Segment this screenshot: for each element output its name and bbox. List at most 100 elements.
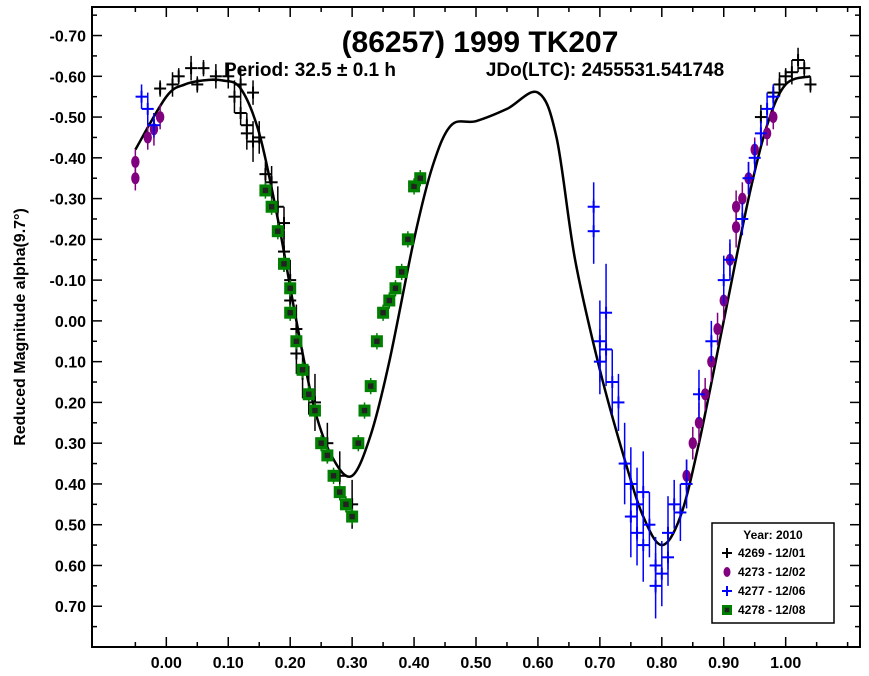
data-point	[779, 68, 792, 85]
data-point	[736, 202, 749, 236]
data-point	[700, 377, 710, 411]
data-point	[240, 112, 253, 138]
y-axis-label: Reduced Magnitude alpha(9.7°)	[12, 208, 29, 446]
data-point	[327, 467, 340, 484]
x-tick-label: 0.40	[398, 655, 429, 672]
data-point	[302, 386, 315, 403]
data-point	[131, 149, 140, 175]
y-tick-label: -0.10	[50, 273, 87, 290]
y-tick-label: 0.00	[55, 314, 86, 331]
chart-title: (86257) 1999 TK207	[342, 26, 619, 59]
data-point	[742, 161, 755, 195]
period-subtitle: Period: 32.5 ± 0.1 h	[224, 60, 396, 81]
data-point	[284, 304, 297, 321]
data-point	[147, 112, 160, 138]
data-point	[253, 121, 266, 154]
series-1	[131, 104, 778, 493]
data-point	[222, 64, 235, 89]
data-point	[587, 198, 600, 264]
axes: 0.00 0.10 0.20 0.30 0.40 0.50 0.60 0.70 0.80 0.90…	[50, 7, 860, 672]
x-tick-label: 0.10	[213, 655, 244, 672]
data-point	[346, 508, 359, 525]
data-point	[315, 435, 328, 452]
data-point	[643, 492, 656, 558]
data-point	[271, 223, 284, 240]
data-point	[172, 68, 185, 85]
data-point	[668, 479, 681, 529]
data-point	[339, 496, 352, 513]
data-point	[606, 349, 619, 415]
data-point	[191, 76, 204, 93]
legend-entry: 4269 - 12/01	[722, 546, 806, 560]
x-tick-label: 0.90	[708, 655, 739, 672]
data-point	[197, 59, 210, 77]
data-point	[333, 483, 346, 501]
data-point	[278, 255, 290, 272]
data-point	[135, 84, 148, 109]
data-point	[705, 320, 718, 362]
x-tick-label: 0.30	[337, 655, 368, 672]
data-point	[731, 190, 741, 224]
data-point	[631, 500, 644, 566]
data-point	[383, 292, 396, 309]
data-point	[723, 239, 736, 281]
data-point	[308, 402, 321, 419]
y-tick-label: -0.60	[50, 69, 87, 86]
data-point	[296, 361, 309, 378]
legend-entry: 4273 - 12/02	[723, 565, 806, 579]
data-point	[785, 59, 798, 85]
data-point	[284, 280, 297, 297]
data-point	[234, 68, 247, 101]
data-point	[155, 104, 165, 130]
data-point	[265, 198, 278, 215]
data-point	[234, 100, 247, 126]
data-point	[754, 121, 767, 146]
x-tick-label: 0.60	[522, 655, 553, 672]
y-tick-label: -0.50	[50, 110, 87, 127]
y-tick-label: -0.40	[50, 151, 87, 168]
data-point	[154, 80, 167, 97]
legend-entry-label: 4273 - 12/02	[738, 565, 806, 579]
y-tick-label: -0.20	[50, 232, 87, 249]
data-point	[185, 55, 198, 81]
data-point	[618, 422, 631, 505]
series-2	[135, 84, 780, 619]
x-tick-label: 0.50	[460, 655, 491, 672]
y-tick-label: 0.10	[55, 355, 86, 372]
data-point	[688, 426, 697, 460]
data-point	[649, 553, 662, 619]
x-tick-label: 0.20	[275, 655, 306, 672]
data-point	[228, 80, 241, 113]
data-point	[624, 475, 637, 558]
legend-entry-label: 4277 - 12/06	[738, 584, 806, 598]
data-point	[377, 304, 390, 321]
data-point	[612, 373, 625, 431]
data-point	[389, 280, 402, 297]
y-tick-label: 0.70	[55, 599, 86, 616]
data-point	[414, 170, 427, 187]
data-point	[247, 121, 260, 162]
y-tick-label: 0.60	[55, 558, 86, 575]
legend-items: 4269 - 12/01 4273 - 12/02 4277 - 12/06 4278…	[722, 546, 806, 617]
x-tick-label: 0.70	[584, 655, 615, 672]
data-point	[692, 369, 705, 419]
data-point	[773, 72, 786, 97]
data-point	[798, 59, 811, 77]
y-tick-label: 0.50	[55, 518, 86, 535]
data-point	[680, 459, 693, 509]
data-point	[767, 84, 780, 109]
data-point	[141, 92, 154, 126]
data-point	[265, 165, 278, 199]
data-point	[321, 447, 334, 464]
data-point	[370, 333, 383, 350]
legend-entry-label: 4278 - 12/08	[738, 603, 806, 617]
y-tick-label: -0.30	[50, 192, 87, 209]
legend-entry: 4278 - 12/08	[722, 603, 806, 617]
series-3	[259, 170, 427, 525]
y-tick-label: 0.20	[55, 395, 86, 412]
data-point	[290, 333, 303, 350]
legend-entry-label: 4269 - 12/01	[738, 546, 806, 560]
x-tick-label: 0.00	[151, 655, 182, 672]
data-point	[713, 312, 722, 346]
y-tick-label: 0.30	[55, 436, 86, 453]
